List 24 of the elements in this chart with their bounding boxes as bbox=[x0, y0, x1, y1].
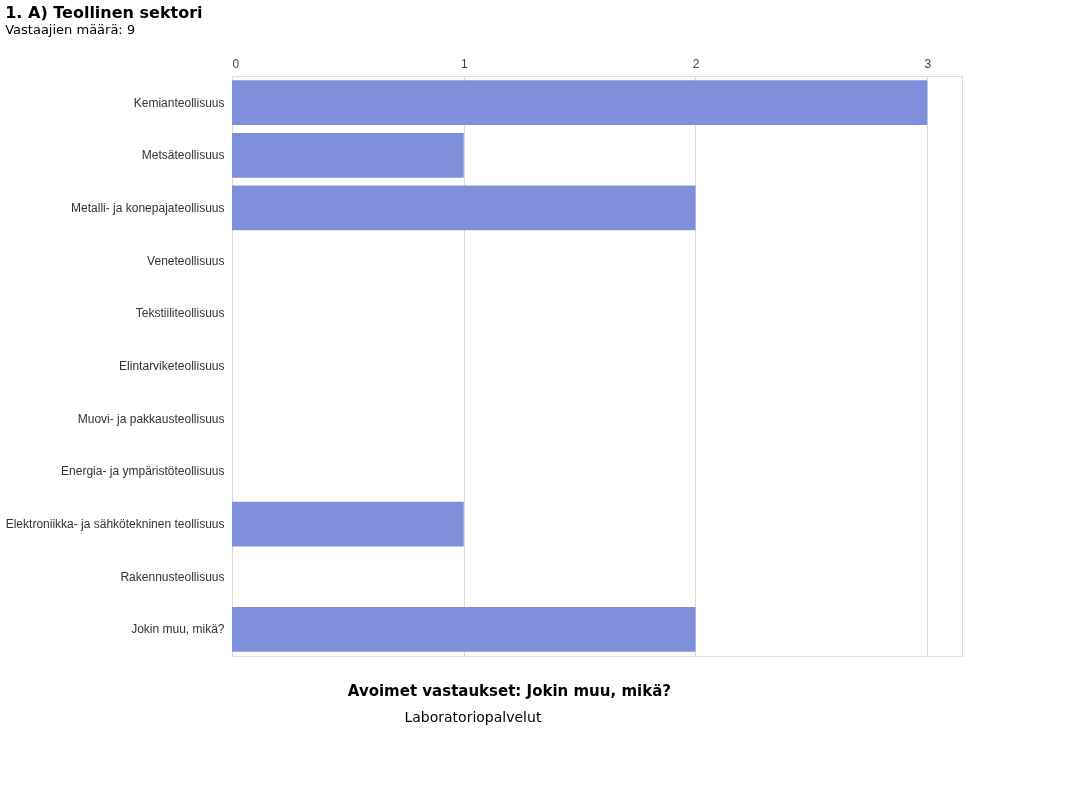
y-tick-label: Kemianteollisuus bbox=[133, 95, 225, 110]
bar bbox=[232, 132, 464, 178]
bar bbox=[232, 501, 464, 547]
x-tick-label: 3 bbox=[924, 56, 932, 71]
bar bbox=[232, 80, 928, 125]
text: Laboratoriopalvelut bbox=[404, 709, 542, 725]
x-tick-label: 1 bbox=[460, 56, 468, 71]
x-tick-label: 0 bbox=[232, 56, 240, 71]
y-tick-label: Tekstiiliteollisuus bbox=[135, 306, 225, 321]
x-tick-label: 2 bbox=[692, 56, 700, 71]
y-tick-label: Jokin muu, mikä? bbox=[131, 622, 225, 637]
bar bbox=[232, 185, 696, 231]
text: Avoimet vastaukset: Jokin muu, mikä? bbox=[347, 682, 671, 700]
y-tick-label: Metsäteollisuus bbox=[141, 148, 225, 163]
text: Vastaajien määrä: 9 bbox=[5, 22, 136, 37]
y-tick-label: Elektroniikka- ja sähkötekninen teollisuus bbox=[5, 517, 225, 532]
y-tick-label: Elintarviketeollisuus bbox=[119, 359, 225, 373]
text: 1. A) Teollinen sektori bbox=[5, 3, 203, 22]
y-tick-label: Rakennusteollisuus bbox=[120, 569, 225, 584]
y-tick-label: Muovi- ja pakkausteollisuus bbox=[77, 411, 225, 426]
y-tick-label: Metalli- ja konepajateollisuus bbox=[71, 200, 225, 215]
y-tick-label: Veneteollisuus bbox=[147, 253, 225, 268]
bar bbox=[232, 607, 696, 652]
y-tick-label: Energia- ja ympäristöteollisuus bbox=[61, 464, 225, 479]
